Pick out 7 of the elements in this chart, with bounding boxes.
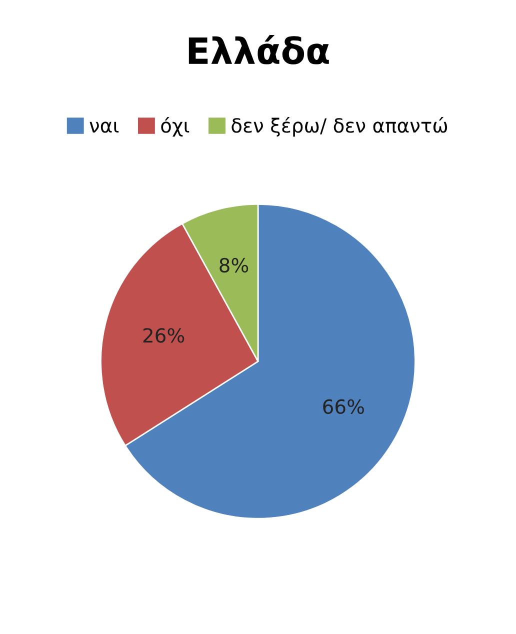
legend-label: ναι — [90, 122, 119, 133]
data-label: 8% — [220, 258, 248, 273]
data-label: 26% — [143, 328, 184, 343]
data-label: 66% — [323, 399, 364, 414]
legend-label: δεν ξέρω/ δεν απαντώ — [232, 116, 448, 137]
legend-label: όχι — [161, 116, 190, 137]
chart-title: Ελλάδα — [188, 34, 329, 64]
